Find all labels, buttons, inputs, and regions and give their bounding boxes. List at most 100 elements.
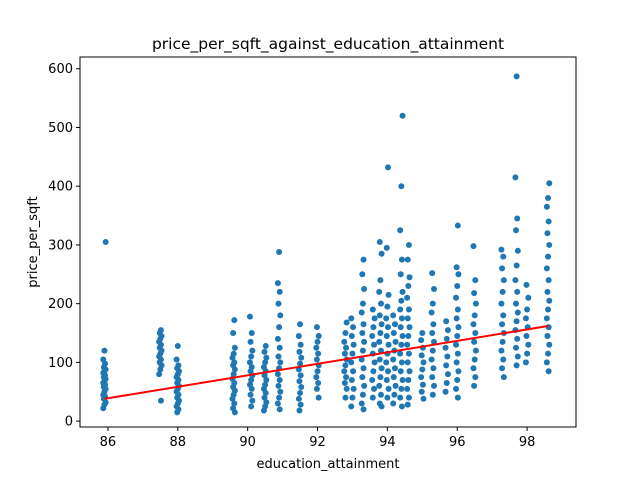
data-point: [376, 288, 383, 295]
y-axis-label: price_per_sqft: [26, 196, 41, 287]
data-point: [297, 360, 304, 367]
data-point: [546, 341, 553, 348]
data-point: [369, 377, 376, 384]
data-point: [390, 374, 397, 381]
data-point: [359, 391, 366, 398]
data-point: [341, 379, 348, 386]
data-point: [513, 73, 520, 80]
data-point: [231, 317, 238, 324]
data-point: [397, 394, 404, 401]
data-point: [101, 347, 108, 354]
data-point: [514, 335, 521, 342]
data-point: [428, 309, 435, 316]
data-point: [397, 324, 404, 331]
data-point: [348, 332, 355, 339]
data-point: [430, 365, 437, 372]
data-point: [343, 385, 350, 392]
data-point: [390, 356, 397, 363]
trend-line: [104, 324, 549, 400]
data-point: [376, 338, 383, 345]
y-tick-label: 300: [48, 238, 73, 253]
data-point: [453, 341, 460, 348]
data-point: [420, 359, 427, 366]
data-point: [384, 394, 391, 401]
data-point: [405, 306, 412, 313]
data-point: [358, 356, 365, 363]
data-point: [512, 277, 519, 284]
data-point: [429, 330, 436, 337]
data-point: [397, 350, 404, 357]
data-point: [383, 359, 390, 366]
data-point: [523, 281, 530, 288]
data-point: [277, 359, 284, 366]
data-point: [398, 341, 405, 348]
data-point: [545, 350, 552, 357]
data-point: [546, 180, 553, 187]
data-point: [359, 330, 366, 337]
data-point: [377, 374, 384, 381]
data-point: [384, 303, 391, 310]
data-point: [513, 262, 520, 269]
data-point: [296, 348, 303, 355]
data-point: [384, 324, 391, 331]
data-point: [276, 324, 283, 331]
data-point: [525, 341, 532, 348]
data-point: [313, 324, 320, 331]
data-point: [545, 368, 552, 375]
data-point: [297, 389, 304, 396]
data-point: [248, 377, 255, 384]
data-point: [499, 288, 506, 295]
data-point: [500, 356, 507, 363]
data-point: [383, 244, 390, 251]
data-point: [371, 359, 378, 366]
data-point: [525, 294, 532, 301]
x-tick-label: 88: [170, 435, 187, 450]
data-point: [499, 338, 506, 345]
data-point: [544, 288, 551, 295]
data-point: [543, 359, 550, 366]
data-point: [430, 382, 437, 389]
data-point: [361, 285, 368, 292]
data-point: [513, 318, 520, 325]
data-point: [175, 362, 182, 369]
data-point: [398, 297, 405, 304]
data-point: [263, 399, 270, 406]
data-point: [261, 348, 268, 355]
x-tick-label: 94: [379, 435, 396, 450]
data-point: [498, 347, 505, 354]
data-point: [453, 385, 460, 392]
data-point: [348, 315, 355, 322]
data-point: [543, 315, 550, 322]
data-point: [514, 288, 521, 295]
data-point: [315, 350, 322, 357]
data-point: [383, 332, 390, 339]
data-point: [399, 377, 406, 384]
data-point: [472, 347, 479, 354]
data-point: [384, 368, 391, 375]
data-point: [360, 365, 367, 372]
data-point: [100, 356, 107, 363]
data-point: [342, 330, 349, 337]
data-point: [102, 239, 109, 245]
data-point: [350, 341, 357, 348]
data-point: [453, 294, 460, 301]
data-point: [315, 379, 322, 386]
data-point: [275, 300, 282, 307]
data-point: [420, 395, 427, 402]
data-point: [471, 312, 478, 319]
data-point: [399, 112, 406, 119]
y-tick-label: 200: [48, 297, 73, 312]
data-point: [471, 290, 478, 297]
data-point: [444, 353, 451, 360]
y-tick-label: 500: [48, 121, 73, 136]
data-point: [514, 215, 521, 222]
points-layer: [100, 73, 553, 416]
data-point: [274, 371, 281, 378]
data-point: [514, 309, 521, 316]
data-point: [398, 315, 405, 322]
data-point: [342, 362, 349, 369]
data-point: [545, 218, 552, 225]
data-point: [500, 277, 507, 284]
data-point: [454, 332, 461, 339]
